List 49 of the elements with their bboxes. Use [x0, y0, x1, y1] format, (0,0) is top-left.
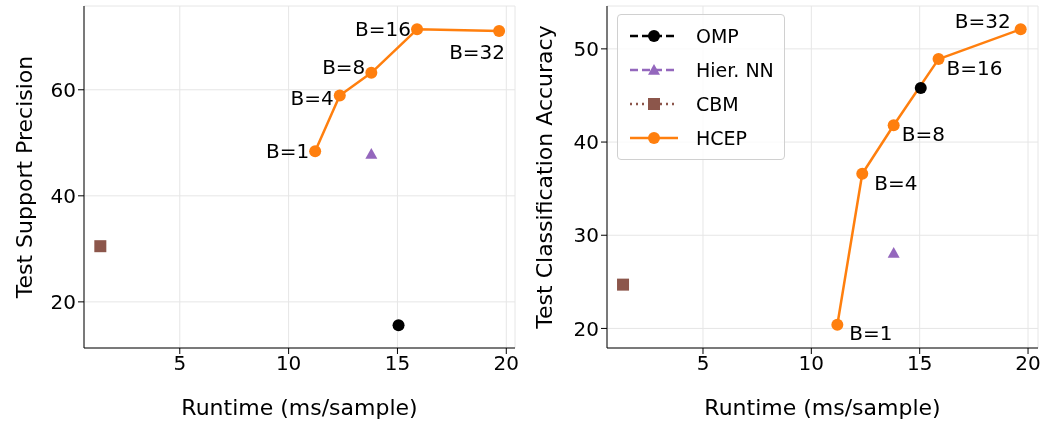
legend-label: CBM [696, 93, 739, 115]
legend-label: HCEP [696, 127, 748, 149]
x-tick-label: 5 [696, 351, 710, 376]
x-tick-label: 10 [798, 351, 825, 376]
point [887, 119, 900, 132]
y-axis-title: Test Support Precision [11, 55, 37, 300]
point [392, 319, 405, 332]
y-tick-label: 60 [50, 77, 76, 102]
y-axis-title: Test Classification Accuracy [531, 25, 557, 330]
annotation: B=4 [290, 85, 334, 110]
y-tick-label: 40 [50, 183, 76, 208]
point [932, 53, 945, 66]
point [333, 89, 346, 102]
legend-label: OMP [696, 25, 739, 47]
annotation: B=16 [946, 56, 1003, 81]
point [365, 66, 378, 79]
annotation: B=1 [849, 320, 893, 345]
point [493, 24, 506, 37]
point [1014, 23, 1027, 36]
x-tick-label: 20 [493, 351, 520, 376]
annotation: B=1 [265, 139, 310, 164]
y-tick-label: 20 [50, 289, 76, 314]
point [831, 318, 844, 331]
x-tick-label: 15 [384, 351, 411, 376]
point [617, 278, 630, 291]
point [365, 147, 378, 159]
annotation: B=32 [449, 39, 506, 64]
point [914, 82, 927, 95]
y-tick-label: 40 [573, 130, 599, 155]
x-tick-label: 10 [275, 351, 302, 376]
point [411, 23, 424, 36]
point [856, 167, 869, 180]
point [309, 145, 322, 158]
legend-label: Hier. NN [696, 59, 774, 81]
x-tick-label: 5 [173, 351, 187, 376]
x-tick-label: 20 [1015, 351, 1041, 376]
annotation: B=16 [355, 17, 412, 42]
y-tick-label: 30 [573, 223, 599, 248]
y-tick-label: 50 [573, 36, 599, 61]
annotation: B=4 [874, 170, 918, 195]
y-tick-label: 20 [573, 316, 599, 341]
annotation: B=32 [954, 9, 1011, 34]
x-axis-title: Runtime (ms/sample) [181, 395, 418, 420]
point [887, 246, 900, 258]
annotation: B=8 [901, 122, 945, 147]
annotation: B=8 [322, 54, 366, 79]
point [94, 240, 107, 253]
x-tick-label: 15 [906, 351, 933, 376]
x-axis-title: Runtime (ms/sample) [704, 395, 941, 420]
